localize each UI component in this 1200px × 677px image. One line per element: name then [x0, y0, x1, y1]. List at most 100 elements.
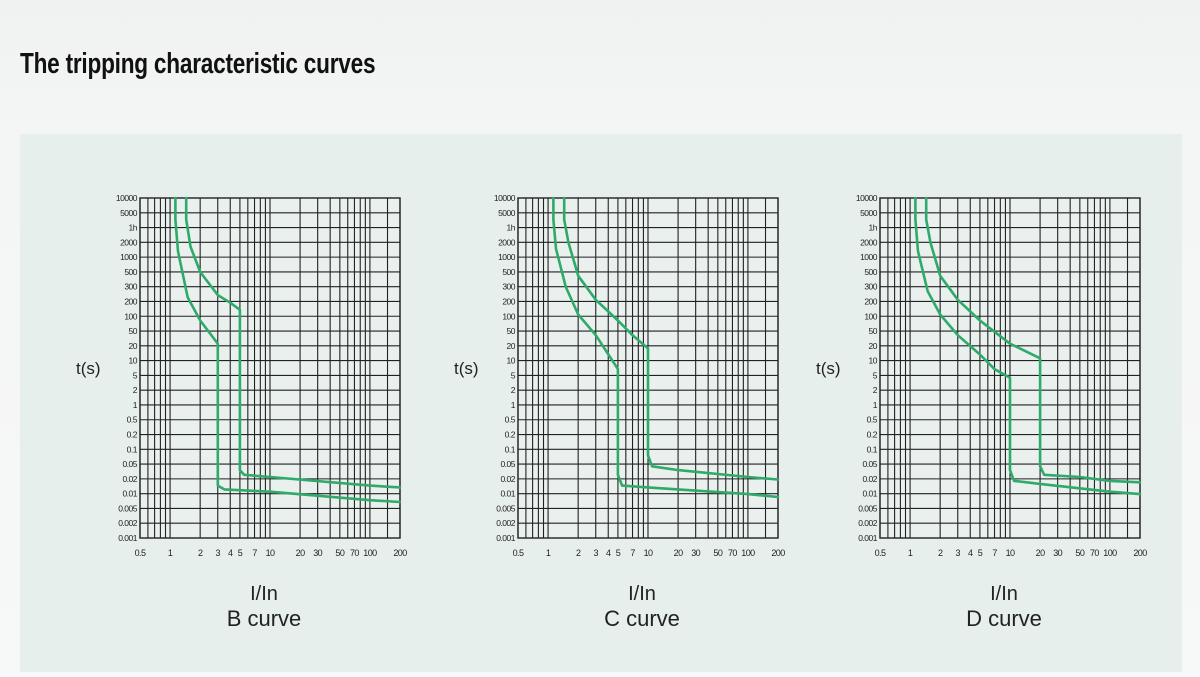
d-curve-x-tick-label: 4: [968, 548, 973, 558]
c-curve-series-1-line: [552, 196, 780, 499]
c-curve-y-tick-label: 300: [502, 282, 515, 292]
d-curve-series-1-line: [914, 196, 1142, 496]
c-curve-y-tick-label: 1: [511, 400, 516, 410]
b-curve-x-tick-label: 7: [252, 548, 257, 558]
b-curve-x-tick-label: 200: [393, 548, 407, 558]
d-curve-y-tick-label: 2000: [860, 237, 878, 247]
d-curve-y-tick-label: 100: [864, 311, 877, 321]
c-curve-chart: 10000 5000 1h 2000 1000 500 300 200 100 50 20 10 5 2 1…: [454, 193, 786, 631]
c-curve-series-2-line: [562, 196, 780, 481]
b-curve-x-tick-label: 20: [296, 548, 305, 558]
b-curve-y-tick-label: 100: [124, 311, 137, 321]
b-curve-y-tick-label: 300: [124, 282, 137, 292]
d-curve-y-tick-label: 0.5: [867, 415, 878, 425]
c-curve-y-tick-label: 20: [507, 341, 516, 351]
d-curve-y-tick-label: 10: [869, 356, 878, 366]
d-curve-x-tick-label: 5: [978, 548, 983, 558]
b-curve-y-tick-label: 0.01: [122, 489, 137, 499]
b-curve-y-tick-label: 20: [129, 341, 138, 351]
c-curve-y-tick-label: 50: [507, 326, 516, 336]
b-curve-y-tick-label: 10: [129, 356, 138, 366]
d-curve-y-tick-label: 300: [864, 282, 877, 292]
c-curve-x-tick-label: 20: [674, 548, 683, 558]
b-curve-y-tick-label: 50: [129, 326, 138, 336]
b-curve-series-1-line: [174, 196, 402, 504]
c-curve-x-tick-label: 0.5: [513, 548, 524, 558]
d-curve-y-tick-label: 0.05: [862, 459, 877, 469]
d-curve-y-tick-label: 0.2: [867, 430, 878, 440]
d-curve-y-tick-label: 200: [864, 296, 877, 306]
c-curve-x-tick-label: 7: [630, 548, 635, 558]
d-curve-y-tick-label: 2: [873, 385, 878, 395]
c-curve-y-tick-label: 5000: [498, 208, 516, 218]
d-curve-x-tick-label: 30: [1053, 548, 1062, 558]
b-curve-y-tick-label: 0.002: [118, 518, 138, 528]
c-curve-x-tick-label: 2: [576, 548, 581, 558]
d-curve-y-tick-label: 0.001: [858, 533, 878, 543]
b-curve-plot-frame: [139, 197, 401, 539]
b-curve-y-tick-label: 2000: [120, 237, 138, 247]
b-curve-y-tick-label: 0.1: [127, 444, 138, 454]
c-curve-y-tick-label: 2: [511, 385, 516, 395]
d-curve-y-tick-label: 1: [873, 400, 878, 410]
charts-panel: 10000 5000 1h 2000 1000 500 300 200 100 50 20 10 5 2 1…: [20, 134, 1182, 672]
b-curve-y-tick-label: 1000: [120, 252, 138, 262]
d-curve-y-tick-label: 10000: [856, 193, 878, 203]
b-curve-y-tick-label: 1: [133, 400, 138, 410]
b-curve-x-axis-label: I/In: [250, 583, 278, 605]
b-curve-series-2-line: [184, 196, 402, 489]
c-curve-x-axis-label: I/In: [628, 583, 656, 605]
c-curve-y-tick-label: 0.005: [496, 503, 516, 513]
c-curve-y-tick-label: 5: [511, 370, 516, 380]
d-curve-y-tick-label: 0.005: [858, 503, 878, 513]
b-curve-y-tick-label: 0.2: [127, 430, 138, 440]
c-curve-x-tick-label: 30: [691, 548, 700, 558]
b-curve-x-tick-label: 1: [168, 548, 173, 558]
b-curve-x-tick-label: 70: [350, 548, 359, 558]
b-curve-x-tick-label: 5: [238, 548, 243, 558]
b-curve-y-tick-label: 500: [124, 267, 137, 277]
d-curve-x-axis-label: I/In: [990, 583, 1018, 605]
b-curve-x-tick-label: 30: [313, 548, 322, 558]
c-curve-x-tick-label: 1: [546, 548, 551, 558]
c-curve-y-tick-label: 10: [507, 356, 516, 366]
b-curve-y-tick-label: 0.001: [118, 533, 138, 543]
c-curve-y-tick-label: 0.1: [505, 444, 516, 454]
b-curve-y-tick-label: 5000: [120, 208, 138, 218]
c-curve-x-tick-label: 5: [616, 548, 621, 558]
d-curve-y-tick-label: 0.01: [862, 489, 877, 499]
c-curve-y-tick-label: 0.01: [500, 489, 515, 499]
page-title: The tripping characteristic curves: [20, 48, 376, 80]
d-curve-x-tick-label: 200: [1133, 548, 1147, 558]
b-curve-x-tick-label: 50: [335, 548, 344, 558]
d-curve-plot-frame: [879, 197, 1141, 539]
c-curve-y-tick-label: 1h: [507, 223, 516, 233]
b-curve-y-tick-label: 10000: [116, 193, 138, 203]
b-curve-y-tick-label: 1h: [129, 223, 138, 233]
c-curve-x-tick-label: 70: [728, 548, 737, 558]
c-curve-y-tick-label: 100: [502, 311, 515, 321]
c-curve-y-tick-label: 10000: [494, 193, 516, 203]
b-curve-y-tick-label: 0.02: [122, 474, 137, 484]
c-curve-y-tick-label: 0.5: [505, 415, 516, 425]
c-curve-y-tick-label: 0.05: [500, 459, 515, 469]
d-curve-chart: 10000 5000 1h 2000 1000 500 300 200 100 50 20 10 5 2 1…: [816, 193, 1148, 631]
c-curve-y-axis-label: t(s): [454, 359, 479, 378]
c-curve-y-tick-label: 200: [502, 296, 515, 306]
b-curve-y-tick-label: 0.5: [127, 415, 138, 425]
d-curve-y-tick-label: 50: [869, 326, 878, 336]
d-curve-x-tick-label: 50: [1075, 548, 1084, 558]
b-curve-y-tick-label: 200: [124, 296, 137, 306]
b-curve-x-tick-label: 100: [363, 548, 377, 558]
d-curve-y-tick-label: 5: [873, 370, 878, 380]
d-curve-y-tick-label: 1h: [869, 223, 878, 233]
d-curve-x-tick-label: 1: [908, 548, 913, 558]
d-curve-x-tick-label: 0.5: [875, 548, 886, 558]
d-curve-series-2-line: [924, 196, 1142, 484]
b-curve-x-tick-label: 3: [216, 548, 221, 558]
d-curve-x-tick-label: 100: [1103, 548, 1117, 558]
c-curve-y-tick-label: 0.002: [496, 518, 516, 528]
b-curve-y-tick-label: 0.05: [122, 459, 137, 469]
c-curve-y-tick-label: 1000: [498, 252, 516, 262]
b-curve-y-tick-label: 2: [133, 385, 138, 395]
